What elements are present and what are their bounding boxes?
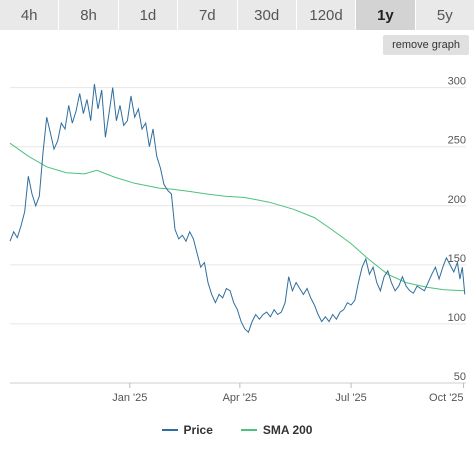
legend-swatch-price bbox=[161, 429, 178, 431]
price-chart: 50 100 150 200 250 300 Jan '25 Apr '25 Jul '25 O… bbox=[9, 76, 466, 404]
legend-label-price: Price bbox=[183, 423, 213, 437]
tab-30d[interactable]: 30d bbox=[237, 0, 297, 30]
y-tick-label: 50 bbox=[454, 371, 466, 383]
legend-item-price[interactable]: Price bbox=[161, 423, 213, 437]
legend-item-sma[interactable]: SMA 200 bbox=[240, 423, 313, 437]
y-tick-label: 100 bbox=[448, 312, 466, 324]
tab-7d[interactable]: 7d bbox=[178, 0, 238, 30]
y-tick-label: 200 bbox=[448, 194, 466, 206]
tab-4h[interactable]: 4h bbox=[0, 0, 60, 30]
x-axis: Jan '25 Apr '25 Jul '25 Oct '25 bbox=[10, 382, 466, 404]
x-tick-label: Jan '25 bbox=[112, 392, 147, 404]
time-range-tabs: 4h 8h 1d 7d 30d 120d 1y 5y bbox=[0, 0, 474, 30]
series-line-sma-200 bbox=[9, 142, 465, 292]
x-tick-label: Oct '25 bbox=[429, 392, 464, 404]
tab-1d[interactable]: 1d bbox=[118, 0, 179, 30]
y-axis-labels: 50 100 150 200 250 300 bbox=[448, 76, 466, 383]
legend-label-sma: SMA 200 bbox=[262, 423, 313, 437]
x-tick-label: Apr '25 bbox=[223, 392, 258, 404]
tab-120d[interactable]: 120d bbox=[296, 0, 357, 30]
chart-legend: Price SMA 200 bbox=[0, 421, 474, 439]
y-tick-label: 250 bbox=[448, 135, 466, 147]
y-tick-label: 300 bbox=[448, 76, 466, 88]
tab-1y[interactable]: 1y bbox=[356, 0, 416, 30]
x-tick-label: Jul '25 bbox=[335, 392, 366, 404]
remove-graph-button[interactable]: remove graph bbox=[383, 35, 469, 55]
series-line-price bbox=[9, 84, 466, 334]
grid-lines bbox=[10, 87, 466, 384]
tab-8h[interactable]: 8h bbox=[59, 0, 119, 30]
legend-swatch-sma bbox=[240, 429, 257, 431]
tab-5y[interactable]: 5y bbox=[415, 0, 474, 30]
y-tick-label: 150 bbox=[448, 253, 466, 265]
